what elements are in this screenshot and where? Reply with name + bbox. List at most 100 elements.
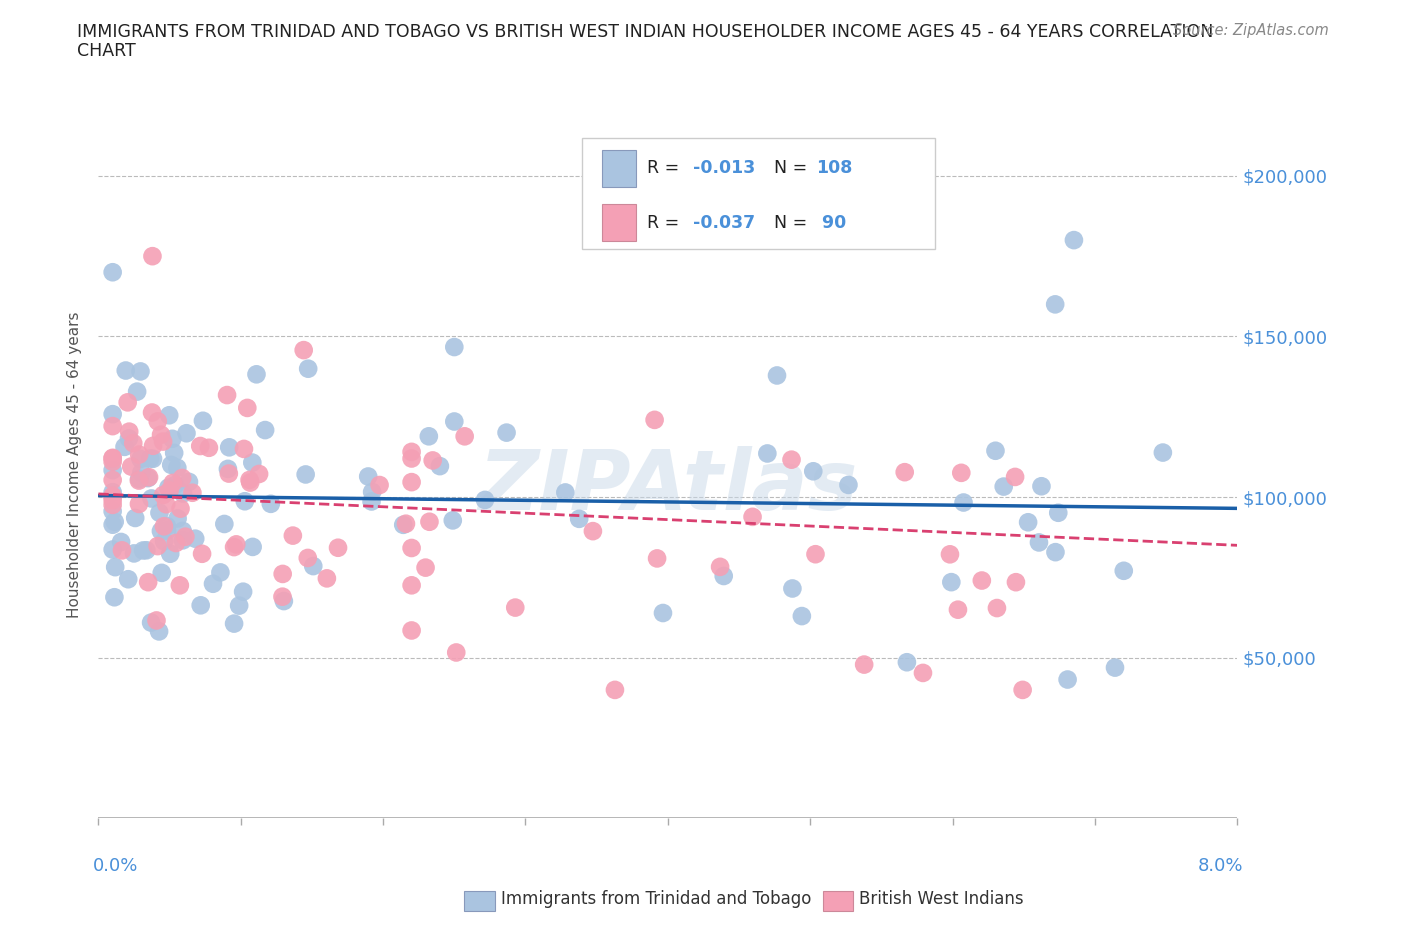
Text: Source: ZipAtlas.com: Source: ZipAtlas.com xyxy=(1173,23,1329,38)
Bar xyxy=(602,205,636,241)
Point xyxy=(297,551,319,565)
Point xyxy=(141,248,163,263)
Point xyxy=(162,432,184,446)
Point xyxy=(217,461,239,476)
Point xyxy=(713,568,735,583)
Point xyxy=(357,469,380,484)
Point xyxy=(218,466,240,481)
Point xyxy=(941,575,963,590)
Point xyxy=(138,470,160,485)
Point xyxy=(159,483,181,498)
Point xyxy=(1045,545,1067,560)
Point xyxy=(453,429,475,444)
Point xyxy=(129,451,152,466)
Point xyxy=(101,454,124,469)
Point xyxy=(302,559,325,574)
Point xyxy=(169,578,191,592)
Point xyxy=(1056,672,1078,687)
Point xyxy=(401,578,423,592)
Point xyxy=(156,519,179,534)
Point xyxy=(984,444,1007,458)
Point xyxy=(162,475,184,490)
Point xyxy=(209,565,232,579)
Point xyxy=(128,497,150,512)
Point xyxy=(172,524,194,538)
Point xyxy=(103,590,125,604)
Point xyxy=(110,535,132,550)
Point xyxy=(101,489,124,504)
Point xyxy=(128,447,150,462)
Point xyxy=(292,342,315,357)
Point xyxy=(225,537,247,551)
Point xyxy=(986,601,1008,616)
Point xyxy=(101,265,124,280)
Point xyxy=(273,593,295,608)
Point xyxy=(1104,660,1126,675)
Point xyxy=(853,658,876,672)
Point xyxy=(156,524,179,538)
Point xyxy=(418,514,440,529)
Point xyxy=(1017,515,1039,530)
Point xyxy=(401,540,423,555)
Point xyxy=(401,445,423,459)
Y-axis label: Householder Income Ages 45 - 64 years: Householder Income Ages 45 - 64 years xyxy=(67,312,83,618)
Point xyxy=(254,422,277,437)
Point xyxy=(148,505,170,520)
Point xyxy=(114,439,136,454)
Text: 8.0%: 8.0% xyxy=(1198,857,1243,875)
Point xyxy=(135,543,157,558)
Point xyxy=(222,539,245,554)
Point xyxy=(644,412,666,427)
Point xyxy=(152,487,174,502)
Point xyxy=(495,425,517,440)
Text: ZIPAtlas: ZIPAtlas xyxy=(478,445,858,526)
Point xyxy=(172,471,194,485)
Point xyxy=(239,475,262,490)
Point xyxy=(114,363,136,378)
Point xyxy=(101,542,124,557)
Point xyxy=(790,608,813,623)
Point xyxy=(952,495,974,510)
Point xyxy=(166,511,188,525)
Text: R =: R = xyxy=(647,159,685,177)
Point xyxy=(554,485,576,500)
Point xyxy=(124,511,146,525)
Point xyxy=(131,465,153,480)
Point xyxy=(163,445,186,460)
Point xyxy=(128,473,150,488)
Point xyxy=(142,438,165,453)
Point xyxy=(281,528,304,543)
Point xyxy=(360,494,382,509)
Point xyxy=(132,543,155,558)
Point xyxy=(184,531,207,546)
Point xyxy=(172,533,194,548)
Point xyxy=(228,598,250,613)
Point xyxy=(145,613,167,628)
Bar xyxy=(602,151,636,187)
Point xyxy=(101,451,124,466)
Point xyxy=(297,361,319,376)
Point xyxy=(801,464,824,479)
Point xyxy=(141,405,163,420)
Point xyxy=(101,517,124,532)
Point xyxy=(415,560,437,575)
Text: British West Indians: British West Indians xyxy=(859,890,1024,909)
Point xyxy=(136,471,159,485)
Text: CHART: CHART xyxy=(77,42,136,60)
Text: N =: N = xyxy=(773,159,813,177)
Point xyxy=(149,524,172,538)
Point xyxy=(136,575,159,590)
Point xyxy=(837,477,859,492)
Point xyxy=(111,543,134,558)
Point xyxy=(101,463,124,478)
Point xyxy=(142,451,165,466)
Point xyxy=(245,366,267,381)
Point xyxy=(101,498,124,512)
Point xyxy=(139,615,162,630)
Point xyxy=(247,467,270,482)
Point xyxy=(217,388,239,403)
Point xyxy=(395,516,418,531)
Point xyxy=(117,572,139,587)
Point xyxy=(101,485,124,499)
Point xyxy=(271,566,294,581)
